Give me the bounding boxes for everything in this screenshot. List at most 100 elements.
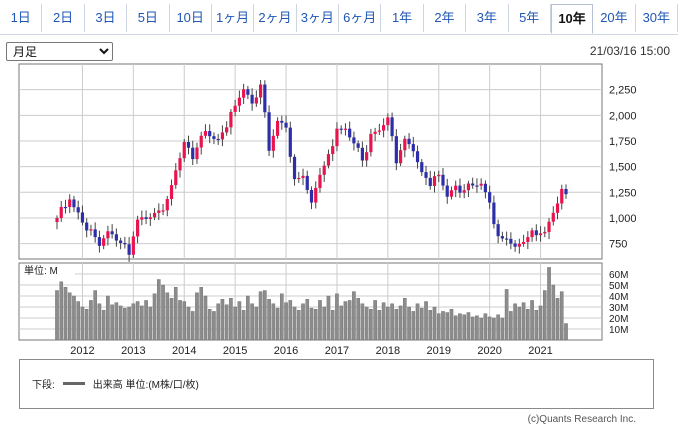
tab-1日[interactable]: 1日 (0, 4, 43, 32)
volume-bar (407, 306, 411, 341)
volume-bar (313, 309, 318, 341)
candle-body (449, 190, 454, 197)
price-tick-label: 2,250 (609, 85, 637, 97)
candle-body (140, 217, 144, 220)
candle-body (390, 117, 394, 137)
volume-bar (462, 314, 467, 341)
tab-10年[interactable]: 10年 (550, 4, 594, 34)
tab-2日[interactable]: 2日 (42, 4, 85, 32)
volume-bar (233, 306, 237, 341)
candle-body (394, 136, 398, 164)
candle-body (127, 244, 131, 255)
tab-20年[interactable]: 20年 (593, 4, 636, 32)
tab-2ヶ月[interactable]: 2ヶ月 (254, 4, 297, 32)
candle-body (428, 177, 432, 186)
candle-body (424, 172, 428, 178)
tab-5年[interactable]: 5年 (509, 4, 551, 32)
candle-body (377, 130, 381, 132)
volume-bar (178, 300, 182, 341)
candle-body (80, 212, 85, 223)
candle-body (555, 203, 560, 213)
tab-1年[interactable]: 1年 (381, 4, 424, 32)
x-tick-label: 2017 (325, 345, 349, 357)
tab-5日[interactable]: 5日 (127, 4, 170, 32)
tab-3ヶ月[interactable]: 3ヶ月 (297, 4, 339, 32)
volume-bar (93, 290, 97, 341)
candle-body (466, 183, 471, 191)
candle-body (326, 154, 331, 166)
volume-bar (330, 310, 335, 341)
tab-2年[interactable]: 2年 (424, 4, 467, 32)
volume-bar (458, 313, 462, 341)
candle-body (437, 174, 441, 177)
candle-body (496, 224, 500, 237)
volume-bar (487, 316, 492, 341)
candle-body (530, 230, 534, 238)
volume-tick-label: 10M (609, 325, 628, 336)
volume-bar (101, 310, 106, 341)
volume-bar (182, 301, 187, 341)
candle-body (195, 147, 199, 160)
legend-label: 出来高 単位:(M株/口/枚) (92, 380, 199, 391)
volume-bar (339, 305, 343, 341)
volume-bar (564, 323, 568, 341)
candle-period-select[interactable]: 月足 (6, 42, 113, 61)
volume-bar (343, 301, 348, 341)
volume-bar (296, 310, 301, 341)
tab-10日[interactable]: 10日 (170, 4, 212, 32)
candle-body (301, 175, 305, 178)
tab-6ヶ月[interactable]: 6ヶ月 (339, 4, 382, 32)
candle-body (297, 177, 301, 180)
volume-bar (559, 291, 564, 341)
candle-body (263, 84, 267, 113)
candle-body (538, 233, 543, 236)
volume-bar (284, 302, 288, 341)
volume-bar (250, 303, 254, 341)
volume-bar (381, 302, 386, 341)
candle-body (356, 143, 360, 148)
volume-bar (415, 303, 420, 341)
price-tick-label: 2,000 (609, 110, 637, 122)
volume-bar (398, 305, 403, 341)
volume-tick-label: 60M (609, 270, 628, 281)
volume-bar (89, 300, 93, 341)
volume-bar (114, 302, 119, 341)
price-plot-area (18, 63, 603, 260)
tab-3年[interactable]: 3年 (466, 4, 509, 32)
volume-bar (530, 300, 534, 341)
candle-body (543, 231, 547, 234)
volume-bar (496, 314, 500, 341)
candle-body (479, 183, 483, 186)
candle-body (403, 138, 407, 151)
volume-bar (229, 298, 233, 341)
candle-body (415, 151, 420, 163)
candle-body (191, 147, 195, 160)
tab-3日[interactable]: 3日 (85, 4, 128, 32)
candle-body (271, 135, 275, 151)
volume-bar (534, 310, 539, 341)
candle-body (284, 122, 288, 128)
candle-body (360, 147, 364, 161)
volume-bar (500, 317, 505, 341)
candle-body (178, 158, 182, 171)
volume-bar (190, 311, 195, 341)
x-tick-label: 2014 (172, 345, 196, 357)
candle-body (246, 89, 250, 95)
volume-bar (152, 293, 157, 341)
volume-bar (318, 300, 322, 341)
tab-30年[interactable]: 30年 (636, 4, 678, 32)
candle-body (225, 127, 229, 133)
candle-body (93, 229, 97, 238)
period-tabs: 1日 2日 3日 5日 10日 1ヶ月 2ヶ月 3ヶ月 6ヶ月 1年 2年 3年 5年 10年 20年 30年 (0, 0, 678, 35)
volume-bar (411, 311, 416, 341)
volume-bar (513, 303, 517, 341)
price-tick-label: 1,000 (609, 213, 637, 225)
volume-bar (195, 292, 199, 341)
axis-labels: 2012 2013 2014 2015 2016 2017 2018 2019 2020 2021… (70, 85, 636, 357)
tab-1ヶ月[interactable]: 1ヶ月 (212, 4, 255, 32)
volume-bar (390, 303, 394, 341)
volume-bar (280, 293, 284, 341)
volume-bar (271, 303, 276, 341)
volume-tick-label: 40M (609, 292, 628, 303)
volume-bar (360, 303, 365, 341)
